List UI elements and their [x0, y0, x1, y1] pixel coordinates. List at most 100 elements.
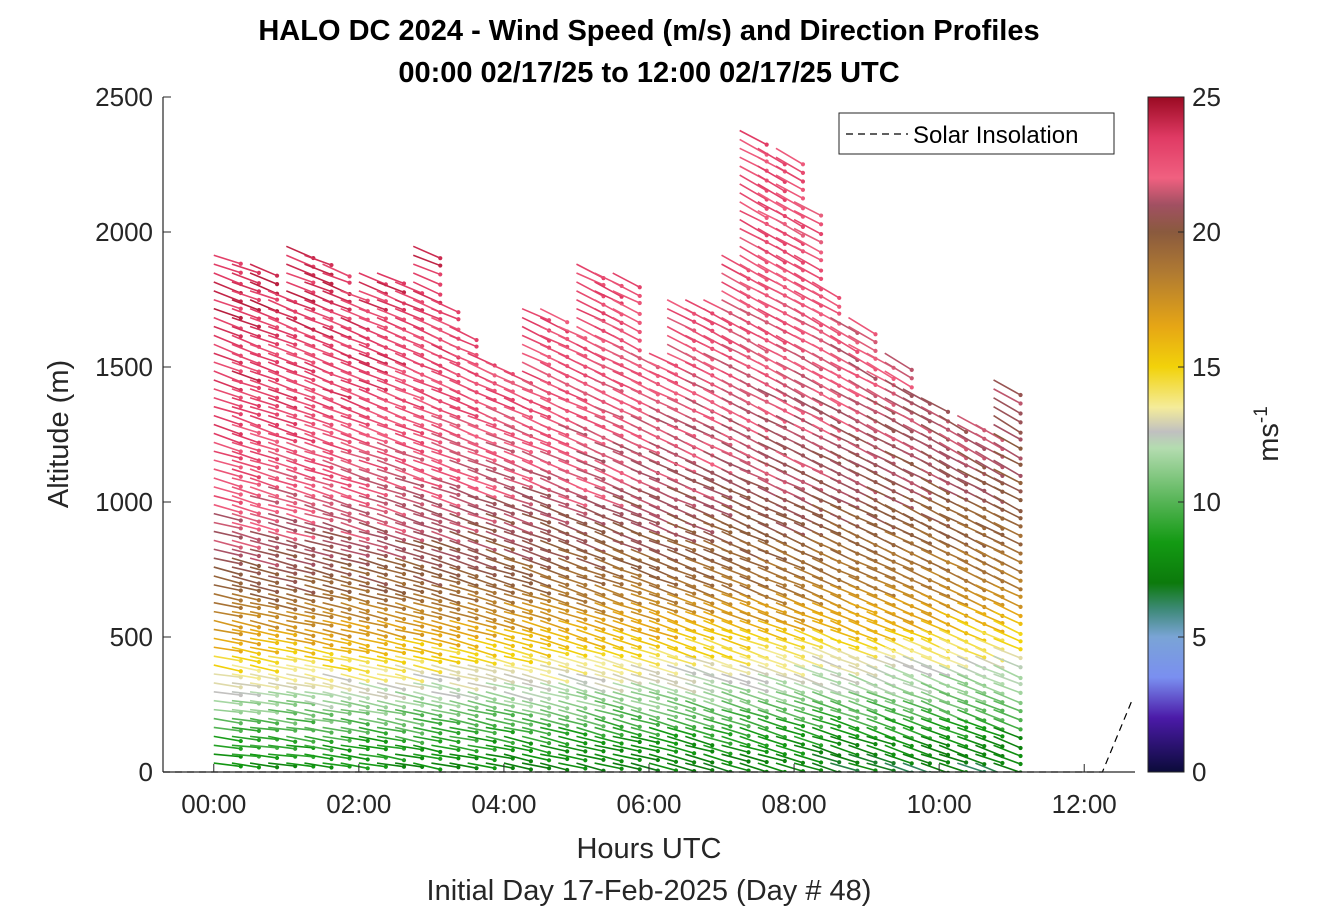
wind-vector: [267, 459, 296, 470]
wind-vector: [485, 495, 514, 508]
wind-vector: [630, 379, 659, 396]
wind-vector-head: [1018, 578, 1023, 583]
wind-vector: [431, 405, 459, 418]
wind-vector: [358, 512, 387, 524]
wind-vector: [286, 423, 314, 435]
wind-vector-head: [474, 590, 479, 595]
wind-vector-head: [565, 582, 570, 587]
wind-vector-head: [909, 716, 914, 721]
wind-vector: [413, 610, 441, 619]
wind-vector: [394, 530, 423, 542]
wind-vector-head: [510, 652, 515, 657]
wind-vector: [829, 370, 858, 388]
wind-vector: [340, 557, 368, 566]
wind-vector: [286, 325, 314, 339]
wind-vector: [956, 512, 985, 529]
wind-vector: [304, 601, 332, 611]
wind-vector: [503, 717, 532, 726]
wind-vector: [394, 307, 423, 321]
wind-vector: [902, 575, 931, 589]
wind-vector: [775, 753, 804, 764]
wind-vector: [576, 673, 604, 682]
wind-vector: [576, 495, 604, 508]
wind-vector-head: [420, 696, 425, 701]
wind-vector-head: [546, 635, 552, 640]
colorbar-label-exponent: -1: [1251, 406, 1272, 423]
wind-vector-head: [764, 565, 769, 571]
wind-vector-head: [710, 618, 715, 623]
wind-vector-head: [565, 679, 570, 684]
wind-vector: [993, 682, 1021, 694]
wind-vector-head: [365, 562, 370, 567]
wind-vector: [431, 521, 459, 533]
wind-vector: [322, 717, 350, 724]
wind-vector: [322, 735, 350, 742]
wind-vector: [956, 432, 985, 450]
wind-vector-head: [492, 528, 497, 533]
wind-vector: [431, 503, 459, 515]
wind-vector-head: [274, 669, 280, 674]
x-tick-label-8: 08:00: [762, 789, 827, 819]
wind-vector-head: [365, 678, 370, 683]
wind-vector-head: [510, 704, 515, 709]
wind-vector: [213, 610, 241, 618]
wind-vector: [757, 619, 786, 631]
wind-vector: [558, 405, 586, 419]
wind-vector: [576, 601, 604, 613]
wind-vector-head: [746, 688, 751, 694]
wind-vector: [304, 735, 332, 743]
wind-vector: [630, 530, 659, 543]
wind-vector: [431, 682, 459, 691]
wind-vector-head: [655, 757, 660, 763]
wind-vector: [721, 619, 749, 632]
wind-vector: [249, 334, 278, 345]
wind-vector-head: [256, 588, 262, 593]
wind-vector: [811, 726, 840, 738]
wind-vector: [558, 343, 586, 357]
wind-vector: [322, 566, 350, 576]
wind-vector: [467, 397, 495, 410]
wind-vector: [358, 735, 387, 743]
wind-vector: [213, 307, 242, 319]
wind-vector: [213, 450, 241, 460]
wind-vector-head: [1018, 411, 1023, 416]
wind-vector: [467, 521, 495, 532]
wind-vector: [413, 735, 441, 743]
wind-vector-head: [401, 431, 407, 436]
wind-vector-head: [909, 385, 914, 390]
wind-vector: [267, 673, 296, 682]
wind-vector: [503, 432, 532, 445]
wind-vector-head: [438, 696, 443, 701]
wind-vector-head: [818, 213, 824, 218]
wind-vector: [957, 762, 985, 772]
wind-vector: [286, 584, 314, 594]
wind-vector-head: [383, 652, 388, 657]
wind-vector: [231, 682, 260, 688]
wind-vector: [920, 753, 949, 764]
wind-vector: [485, 601, 514, 613]
wind-vector-head: [746, 601, 751, 606]
wind-vector: [576, 459, 604, 472]
wind-vector: [449, 664, 477, 672]
wind-vector-head: [474, 644, 479, 649]
wind-vector: [866, 557, 894, 571]
wind-vector: [394, 512, 423, 525]
wind-vector-head: [311, 377, 316, 383]
wind-vector-head: [401, 555, 407, 560]
wind-vector: [358, 664, 387, 672]
wind-vector-head: [546, 723, 552, 728]
wind-vector: [975, 486, 1003, 503]
wind-vector: [394, 628, 423, 636]
wind-vector-head: [274, 633, 280, 638]
wind-vector: [884, 619, 913, 633]
wind-vector: [612, 744, 640, 753]
wind-vector: [703, 495, 731, 508]
wind-vector: [413, 593, 441, 602]
wind-vector-head: [800, 760, 806, 765]
wind-vector-head: [565, 651, 570, 657]
wind-vector: [666, 539, 695, 551]
wind-vector-head: [311, 623, 316, 628]
wind-vector: [394, 397, 423, 409]
wind-vector: [521, 637, 550, 646]
wind-vector: [268, 691, 296, 697]
